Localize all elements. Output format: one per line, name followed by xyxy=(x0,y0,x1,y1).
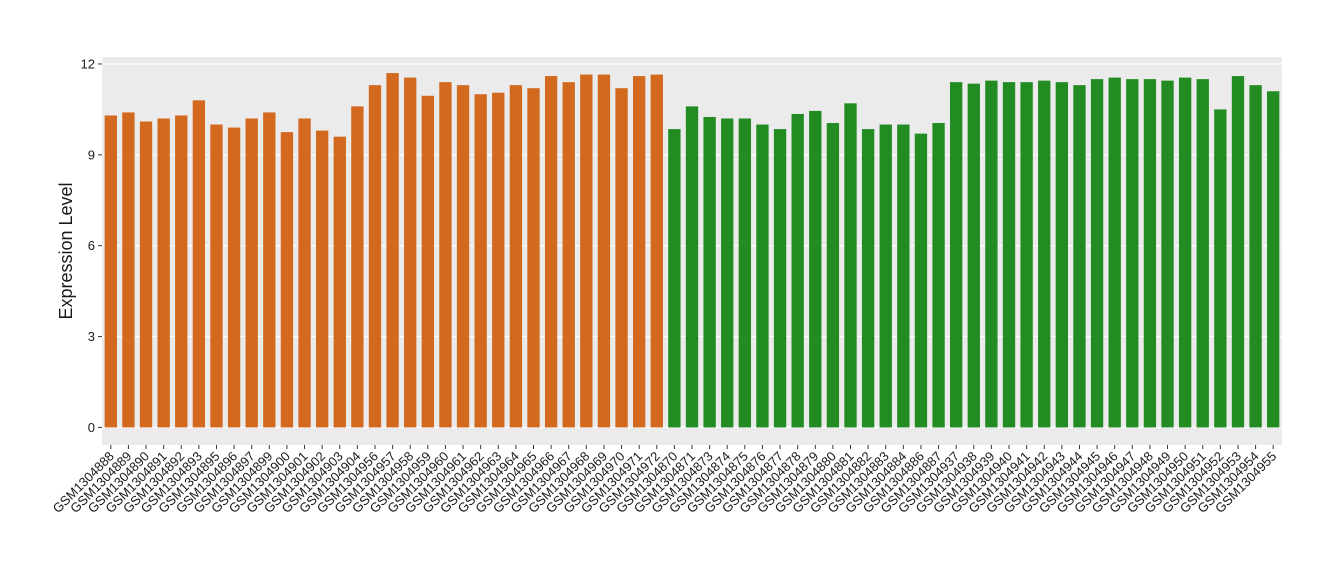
bar xyxy=(122,112,135,428)
bar xyxy=(245,118,258,428)
y-tick-label: 0 xyxy=(88,420,95,435)
bar xyxy=(368,85,382,428)
bar xyxy=(1196,79,1209,428)
bar xyxy=(985,80,998,428)
bar xyxy=(492,92,505,428)
bar xyxy=(791,113,804,428)
bar xyxy=(1178,77,1192,428)
bar xyxy=(615,88,628,428)
bar xyxy=(1214,109,1227,428)
bar xyxy=(1020,82,1033,428)
bar xyxy=(157,118,170,428)
bar xyxy=(879,124,892,428)
bar xyxy=(315,130,329,428)
bar xyxy=(844,103,857,428)
bar xyxy=(1038,80,1051,428)
bar xyxy=(227,127,241,428)
bar xyxy=(1143,79,1157,428)
bar xyxy=(527,88,540,428)
bar xyxy=(104,115,117,428)
bar xyxy=(210,124,223,428)
y-tick-label: 3 xyxy=(88,329,95,344)
bar xyxy=(1231,76,1245,428)
bar xyxy=(1073,85,1086,428)
bar xyxy=(1267,91,1280,428)
bar xyxy=(1090,79,1104,428)
bar xyxy=(597,74,611,428)
bar xyxy=(967,83,980,428)
bar xyxy=(474,94,487,428)
bar xyxy=(351,106,364,428)
bar xyxy=(685,106,699,428)
bar xyxy=(439,82,452,428)
bar xyxy=(298,118,311,428)
bar xyxy=(703,116,716,428)
bar xyxy=(861,129,875,428)
bar xyxy=(773,129,787,428)
bar xyxy=(1126,79,1139,428)
bar xyxy=(1249,85,1262,428)
bar xyxy=(897,124,910,428)
bar xyxy=(950,82,963,428)
bar xyxy=(333,136,346,428)
bar xyxy=(192,100,206,428)
bar xyxy=(633,76,646,428)
bar xyxy=(280,132,294,428)
bar xyxy=(421,95,434,428)
bar xyxy=(650,74,663,428)
bar xyxy=(1108,77,1121,428)
bar xyxy=(721,118,734,428)
bar xyxy=(562,82,575,428)
bar xyxy=(456,85,470,428)
bar xyxy=(809,110,822,428)
bar xyxy=(1055,82,1069,428)
bar xyxy=(738,118,751,428)
bar xyxy=(1161,80,1174,428)
bar xyxy=(1002,82,1016,428)
bar xyxy=(826,123,840,428)
y-tick-label: 9 xyxy=(88,147,95,162)
bar xyxy=(386,73,399,428)
bar xyxy=(932,123,945,428)
y-tick-label: 6 xyxy=(88,238,95,253)
bar xyxy=(509,85,523,428)
bar xyxy=(544,76,558,428)
bar xyxy=(404,77,417,428)
y-tick-label: 12 xyxy=(81,56,95,71)
y-axis-label: Expression Level xyxy=(56,182,76,319)
bar xyxy=(668,129,681,428)
bar xyxy=(263,112,276,428)
bar xyxy=(914,133,928,428)
bar xyxy=(756,124,769,428)
bar xyxy=(175,115,188,428)
bar xyxy=(580,74,593,428)
bar xyxy=(139,121,153,428)
